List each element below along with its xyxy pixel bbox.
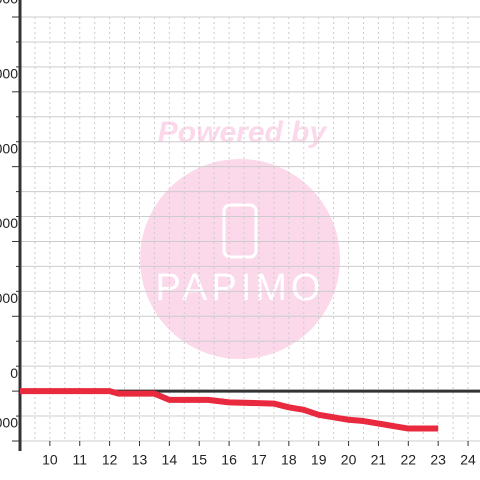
x-tick-label: 22 <box>401 452 417 468</box>
y-tick-label: 30,000 <box>0 290 18 306</box>
y-tick-label: 60,000 <box>0 215 18 231</box>
x-tick-label: 19 <box>311 452 327 468</box>
x-tick-label: 23 <box>430 452 446 468</box>
x-tick-label: 13 <box>132 452 148 468</box>
watermark-phone <box>222 203 258 259</box>
x-tick-label: 16 <box>221 452 237 468</box>
y-tick-label: 120,000 <box>0 66 18 82</box>
x-tick-label: 24 <box>460 452 476 468</box>
x-tick-label: 21 <box>371 452 387 468</box>
x-tick-label: 14 <box>162 452 178 468</box>
x-tick-label: 17 <box>251 452 267 468</box>
x-tick-label: 11 <box>72 452 87 468</box>
watermark: Powered by PAPIMO <box>140 116 340 359</box>
watermark-text: Powered by <box>158 116 328 149</box>
y-tick-label: -20,000 <box>0 415 18 431</box>
y-tick-label: 150,000 <box>0 0 18 7</box>
x-tick-label: 15 <box>191 452 207 468</box>
x-tick-label: 20 <box>341 452 357 468</box>
x-tick-label: 18 <box>281 452 297 468</box>
x-tick-label: 10 <box>42 452 58 468</box>
y-tick-label: 0 <box>10 365 18 381</box>
x-tick-label: 12 <box>102 452 118 468</box>
data-line <box>20 388 439 432</box>
y-tick-label: 90,000 <box>0 140 18 156</box>
watermark-circle <box>140 159 340 359</box>
watermark-logo: PAPIMO <box>156 267 325 309</box>
